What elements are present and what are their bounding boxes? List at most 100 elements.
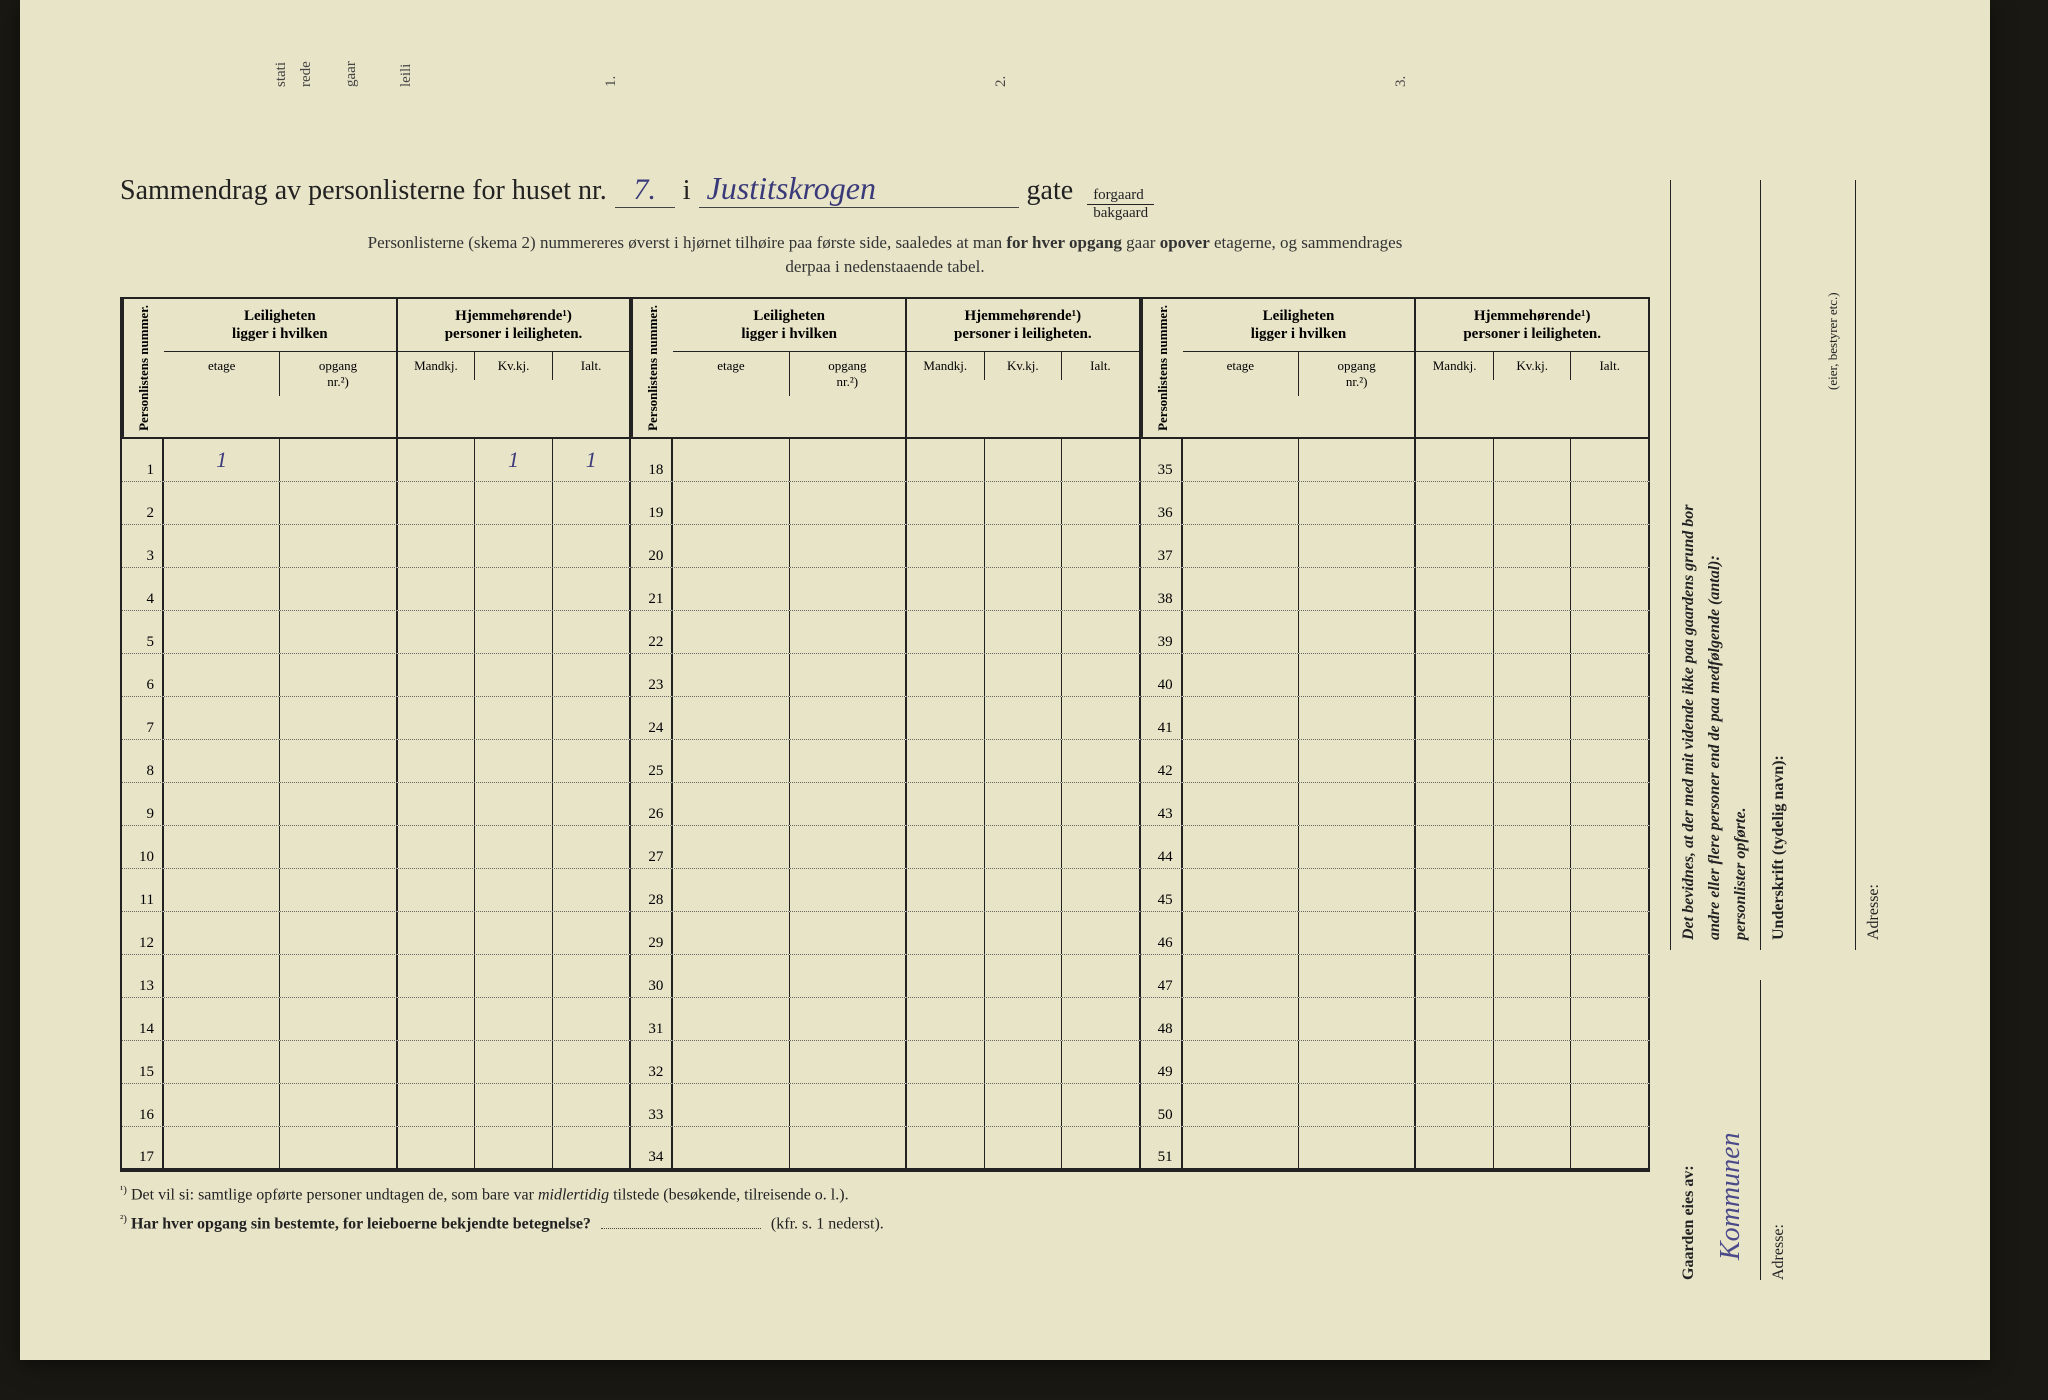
cellgroup-leiligheten: [673, 654, 907, 696]
cell-mandkj: [907, 697, 985, 739]
cell-ialt: [1062, 783, 1139, 825]
table-row: 42: [1141, 740, 1650, 783]
table-row: 49: [1141, 1041, 1650, 1084]
cell-ialt: [1571, 1084, 1648, 1126]
row-number: 11: [122, 869, 164, 911]
cell-ialt: [1571, 439, 1648, 481]
owner-handwritten: Kommunen: [1715, 1000, 1747, 1260]
table-row: 32: [631, 1041, 1140, 1084]
cell-opgang: [790, 740, 905, 782]
cell-ialt: [553, 697, 630, 739]
row-number: 10: [122, 826, 164, 868]
cell-mandkj: [907, 869, 985, 911]
cell-mandkj: [1416, 826, 1494, 868]
cellgroup-hjemme: [398, 654, 632, 696]
row-number: 38: [1141, 568, 1183, 610]
cellgroup-leiligheten: [1183, 654, 1417, 696]
cell-ialt: [1571, 955, 1648, 997]
cell-opgang: [280, 439, 395, 481]
table-section: Personlistens nummer.Leilighetenligger i…: [122, 299, 631, 1170]
cellgroup-leiligheten: [1183, 1084, 1417, 1126]
row-number: 46: [1141, 912, 1183, 954]
cell-ialt: [1571, 998, 1648, 1040]
table-row: 31: [631, 998, 1140, 1041]
table-row: 29: [631, 912, 1140, 955]
subcol-mandkj: Mandkj.: [1416, 352, 1494, 380]
subcol-kvkj: Kv.kj.: [475, 352, 553, 380]
subcol-ialt: Ialt.: [553, 352, 630, 380]
table-row: 34: [631, 1127, 1140, 1170]
table-row: 8: [122, 740, 631, 783]
cellgroup-leiligheten: [673, 525, 907, 567]
cell-kvkj: [1494, 482, 1572, 524]
data-rows: 1111234567891011121314151617: [122, 439, 631, 1170]
cell-mandkj: [907, 611, 985, 653]
cell-opgang: [790, 912, 905, 954]
row-number: 39: [1141, 611, 1183, 653]
cell-kvkj: [1494, 697, 1572, 739]
cell-opgang: [790, 955, 905, 997]
row-number: 14: [122, 998, 164, 1040]
cell-opgang: [790, 1127, 905, 1168]
cell-mandkj: [1416, 869, 1494, 911]
cell-kvkj: [985, 1041, 1063, 1083]
table-row: 40: [1141, 654, 1650, 697]
cell-etage: [164, 697, 280, 739]
cg-sub: Mandkj. Kv.kj. Ialt.: [1416, 352, 1648, 380]
subcol-mandkj: Mandkj.: [907, 352, 985, 380]
cellgroup-hjemme: [398, 912, 632, 954]
col-header-personlistens: Personlistens nummer.: [631, 299, 673, 437]
subcol-etage: etage: [1183, 352, 1299, 396]
col-group-hjemmehorende: Hjemmehørende¹)personer i leiligheten. M…: [398, 299, 632, 437]
cellgroup-hjemme: [1416, 482, 1650, 524]
cell-etage: [673, 525, 789, 567]
cell-ialt: [553, 998, 630, 1040]
table-row: 14: [122, 998, 631, 1041]
table-row: 11: [122, 869, 631, 912]
subcol-etage: etage: [164, 352, 280, 396]
cell-kvkj: [475, 955, 553, 997]
cell-opgang: [790, 869, 905, 911]
panel-rule: [1855, 180, 1856, 950]
cg-sub: Mandkj. Kv.kj. Ialt.: [398, 352, 630, 380]
cell-kvkj: [475, 783, 553, 825]
top-truncated-labels: stati rede gaar leili 1. 2. 3.: [290, 5, 1790, 75]
footnote-sup: ¹): [120, 1184, 127, 1196]
cell-mandkj: [1416, 568, 1494, 610]
cell-mandkj: [907, 1084, 985, 1126]
col-header-personlistens: Personlistens nummer.: [1141, 299, 1183, 437]
cell-mandkj: [907, 783, 985, 825]
cell-ialt: [553, 568, 630, 610]
cell-mandkj: [398, 998, 476, 1040]
footnote-italic: midlertidig: [538, 1186, 609, 1203]
cell-etage: [1183, 525, 1299, 567]
cellgroup-leiligheten: [164, 697, 398, 739]
cell-opgang: [280, 1084, 395, 1126]
cell-etage: [1183, 998, 1299, 1040]
subcol-mandkj: Mandkj.: [398, 352, 476, 380]
row-number: 20: [631, 525, 673, 567]
cell-opgang: [1299, 654, 1414, 696]
cell-etage: [1183, 611, 1299, 653]
cell-etage: [1183, 869, 1299, 911]
cell-opgang: [790, 1084, 905, 1126]
cg-sub: etage opgangnr.²): [673, 352, 905, 396]
cellgroup-leiligheten: [673, 869, 907, 911]
cell-kvkj: [1494, 912, 1572, 954]
subcol-ialt: Ialt.: [1062, 352, 1139, 380]
cell-kvkj: [1494, 525, 1572, 567]
cellgroup-hjemme: [398, 611, 632, 653]
table-row: 33: [631, 1084, 1140, 1127]
cell-kvkj: [985, 611, 1063, 653]
cell-mandkj: [907, 826, 985, 868]
cell-ialt: [1062, 525, 1139, 567]
cellgroup-hjemme: [1416, 654, 1650, 696]
cell-etage: [1183, 1084, 1299, 1126]
footnote-bold: Har hver opgang sin bestemte, for leiebo…: [131, 1216, 591, 1233]
table-row: 35: [1141, 439, 1650, 482]
footnote-2: ²) Har hver opgang sin bestemte, for lei…: [120, 1211, 1650, 1237]
cell-kvkj: [475, 740, 553, 782]
row-number: 23: [631, 654, 673, 696]
cell-etage: [164, 654, 280, 696]
cell-opgang: [280, 826, 395, 868]
